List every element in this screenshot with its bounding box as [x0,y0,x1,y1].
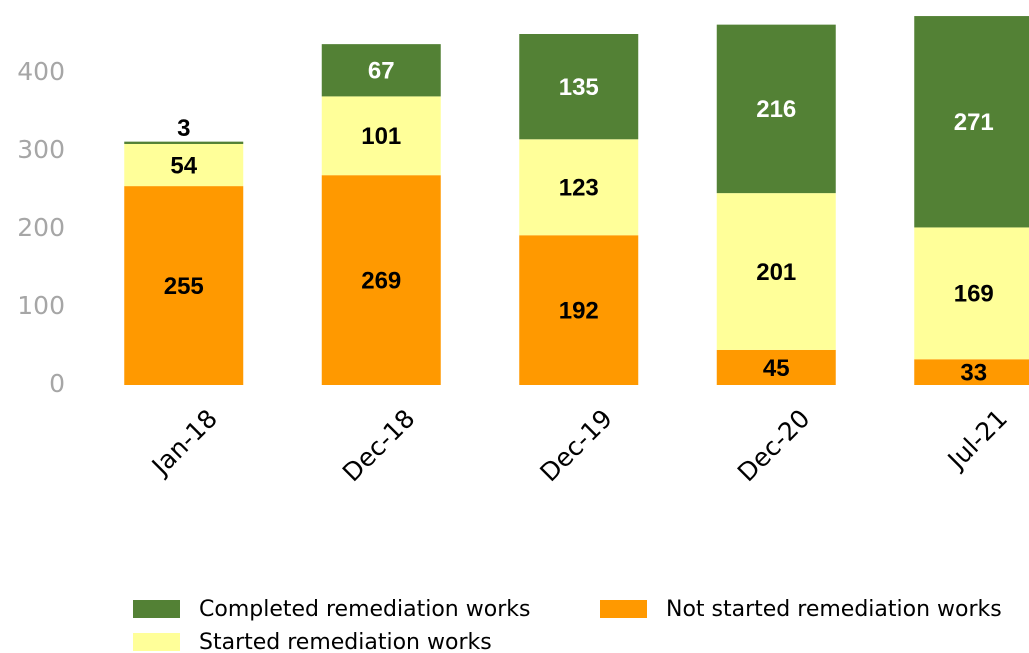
x-tick-label: Jul-21 [941,404,1013,476]
data-label: 3 [177,115,190,142]
bar-segment [914,359,1029,385]
bar-segment [519,139,639,236]
y-tick-label: 400 [17,57,65,86]
data-label: 54 [170,152,197,179]
legend-label: Completed remediation works [199,597,530,622]
bar-segment [716,349,836,385]
bar-segment [716,193,836,350]
y-tick-label: 0 [49,369,65,398]
bar-segment [124,186,244,385]
data-label: 255 [164,273,204,300]
x-tick-label: Jan-18 [145,404,223,482]
data-label: 201 [756,259,796,286]
bar-segment [124,143,244,187]
bar-segment [124,141,244,144]
y-tick-label: 100 [17,291,65,320]
y-tick-label: 300 [17,135,65,164]
bar-segment [519,34,639,140]
data-label: 33 [960,359,987,386]
x-tick-label: Dec-19 [534,404,618,488]
legend-swatch [600,600,647,618]
legend-label: Started remediation works [199,630,492,653]
data-label: 135 [559,74,599,101]
x-tick-label: Dec-18 [337,404,421,488]
data-label: 192 [559,297,599,324]
data-label: 269 [361,267,401,294]
legend-label: Not started remediation works [666,597,1002,622]
data-label: 67 [368,58,395,85]
y-tick-label: 200 [17,213,65,242]
bar-segment [321,44,441,97]
data-label: 216 [756,96,796,123]
legend-swatch [133,600,180,618]
bar-segment [321,175,441,385]
bar-segment [914,227,1029,360]
data-label: 101 [361,123,401,150]
data-label: 271 [954,109,994,136]
bar-segment [716,24,836,194]
bar-segment [914,16,1029,228]
bar-segment [321,96,441,176]
data-label: 169 [954,281,994,308]
data-label: 123 [559,175,599,202]
data-label: 45 [763,355,790,382]
bar-segment [519,235,639,385]
legend-swatch [133,633,180,651]
x-tick-label: Dec-20 [732,404,816,488]
